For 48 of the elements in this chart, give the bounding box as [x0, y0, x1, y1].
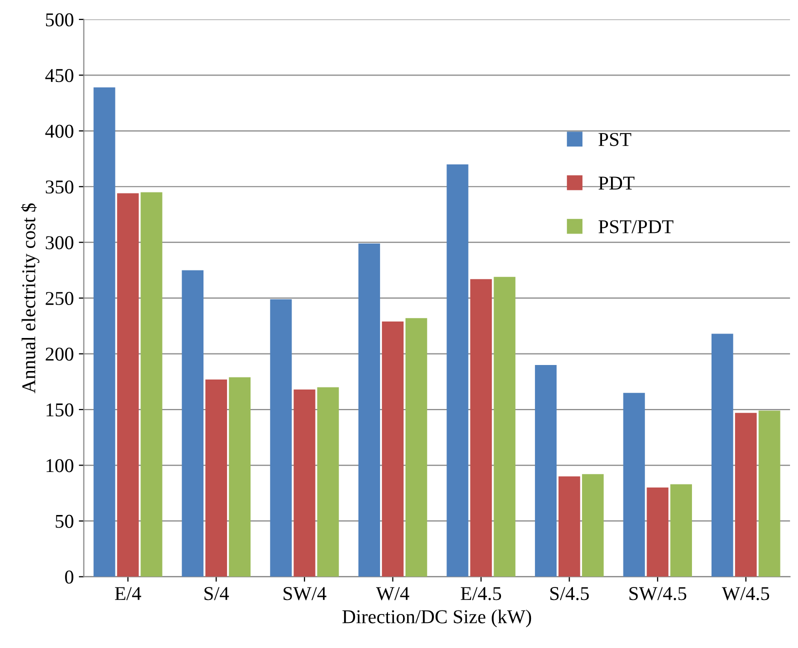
bar [140, 192, 162, 577]
x-tick-label: W/4.5 [722, 587, 770, 600]
y-axis-title: Annual electricity cost $ [21, 203, 40, 394]
bar [294, 389, 316, 577]
x-tick-label: SW/4.5 [629, 587, 686, 600]
bar [758, 410, 780, 577]
y-tick-label: 350 [46, 180, 74, 194]
y-tick-label: 0 [65, 570, 74, 584]
bar [623, 392, 645, 577]
y-tick-label: 450 [45, 68, 74, 82]
bar [228, 377, 251, 577]
bar [735, 412, 757, 577]
bar [470, 279, 492, 577]
y-tick-label: 150 [46, 403, 74, 416]
x-tick-label: E/4.5 [460, 587, 502, 600]
y-tick-label: 100 [46, 459, 74, 472]
x-tick-label: SW/4 [284, 587, 326, 600]
bar [446, 164, 468, 577]
bar [205, 379, 228, 577]
legend-label: PDT [598, 176, 634, 190]
y-tick-label: 300 [46, 236, 74, 250]
y-tick-label: 400 [45, 124, 74, 138]
y-tick-label: 250 [46, 292, 74, 306]
x-tick-label: S/4.5 [550, 587, 589, 600]
bar [382, 321, 404, 577]
x-tick-label: W/4 [376, 587, 410, 600]
x-tick-label: S/4 [204, 587, 229, 600]
bar [182, 270, 204, 577]
bar [534, 364, 557, 577]
bar [646, 488, 668, 577]
y-tick-label: 500 [46, 13, 74, 26]
bar [405, 318, 428, 577]
bar [712, 334, 734, 577]
bar [317, 387, 339, 577]
x-tick-label: E/4 [114, 587, 142, 600]
x-axis-title: Direction/DC Size (kW) [342, 610, 532, 628]
legend-label: PST/PDT [598, 220, 674, 234]
bar [358, 243, 380, 577]
bar [558, 476, 580, 577]
bar [117, 193, 139, 577]
bar [270, 299, 292, 577]
legend-label: PST [598, 132, 632, 146]
bar [670, 484, 692, 577]
bar [94, 87, 116, 577]
y-tick-label: 50 [56, 514, 74, 528]
bar [582, 474, 604, 577]
bar [494, 276, 516, 577]
y-tick-label: 200 [46, 348, 74, 361]
